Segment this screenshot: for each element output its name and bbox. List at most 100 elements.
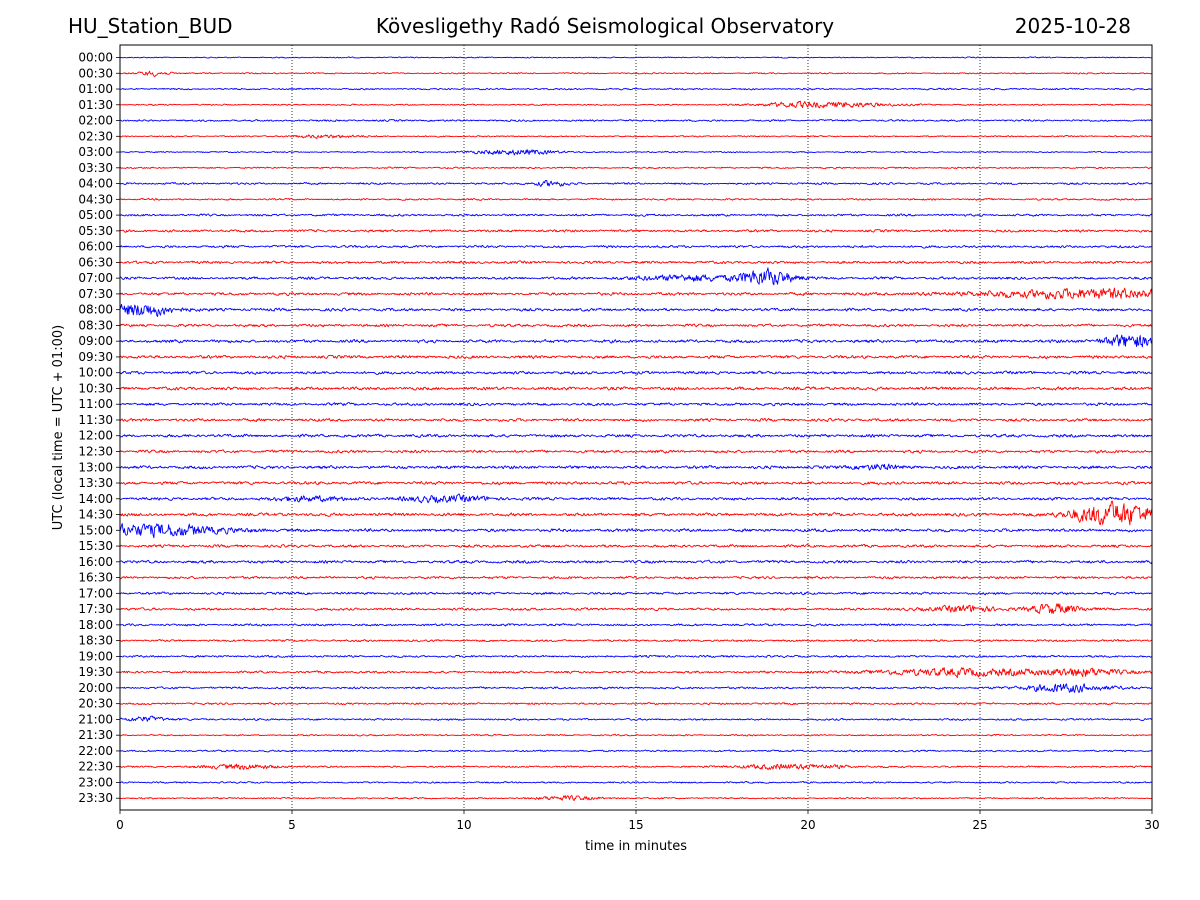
- y-tick-label: 17:30: [78, 602, 113, 616]
- trace-1130: [119, 417, 1153, 423]
- trace-2300: [119, 781, 1153, 784]
- trace-0800: [119, 303, 1153, 317]
- y-tick-label: 11:00: [78, 397, 113, 411]
- trace-2130: [119, 733, 1153, 737]
- y-tick-label: 16:00: [78, 555, 113, 569]
- trace-1200: [119, 433, 1153, 438]
- y-tick-label: 07:00: [78, 271, 113, 285]
- y-tick-label: 05:30: [78, 224, 113, 238]
- trace-2200: [119, 749, 1153, 753]
- y-tick-label: 04:30: [78, 192, 113, 206]
- trace-2330: [120, 795, 1153, 802]
- trace-1700: [119, 591, 1153, 596]
- x-tick-label: 0: [116, 818, 124, 832]
- y-tick-label: 11:30: [78, 413, 113, 427]
- x-axis-label: time in minutes: [585, 839, 687, 854]
- y-tick-label: 20:30: [78, 697, 113, 711]
- y-tick-label: 08:30: [78, 318, 113, 332]
- y-tick-label: 21:30: [78, 728, 113, 742]
- trace-0330: [119, 166, 1153, 170]
- y-tick-label: 14:30: [78, 508, 113, 522]
- y-tick-label: 06:00: [78, 240, 113, 254]
- trace-0530: [119, 229, 1153, 233]
- trace-1400: [119, 493, 1153, 504]
- y-tick-label: 16:30: [78, 571, 113, 585]
- trace-1800: [119, 623, 1153, 627]
- trace-1430: [119, 500, 1153, 526]
- trace-0400: [119, 179, 1153, 187]
- y-tick-label: 00:00: [78, 51, 113, 65]
- y-tick-label: 06:30: [78, 255, 113, 269]
- y-tick-label: 15:00: [78, 523, 113, 537]
- trace-0730: [119, 287, 1153, 300]
- y-tick-label: 01:00: [78, 82, 113, 96]
- trace-0200: [119, 119, 1153, 123]
- x-tick-label: 5: [288, 818, 296, 832]
- trace-1500: [119, 523, 1153, 539]
- y-tick-label: 22:30: [78, 760, 113, 774]
- trace-1030: [119, 386, 1153, 391]
- trace-1930: [119, 667, 1153, 678]
- trace-0100: [119, 87, 1153, 91]
- trace-0600: [119, 244, 1153, 249]
- trace-1230: [119, 449, 1153, 454]
- trace-1630: [119, 575, 1153, 580]
- y-tick-label: 02:30: [78, 129, 113, 143]
- trace-0830: [119, 323, 1153, 328]
- x-tick-label: 10: [456, 818, 471, 832]
- y-tick-label: 03:00: [78, 145, 113, 159]
- y-tick-label: 10:30: [78, 381, 113, 395]
- y-tick-label: 18:00: [78, 618, 113, 632]
- trace-0000: [119, 56, 1153, 59]
- y-tick-label: 15:30: [78, 539, 113, 553]
- y-tick-label: 10:00: [78, 366, 113, 380]
- trace-1830: [119, 638, 1153, 643]
- x-tick-label: 25: [972, 818, 987, 832]
- trace-0300: [119, 149, 1153, 156]
- trace-0230: [119, 134, 1153, 139]
- y-tick-label: 07:30: [78, 287, 113, 301]
- trace-layer: [119, 56, 1153, 802]
- y-tick-label: 00:30: [78, 66, 113, 80]
- y-tick-label: 05:00: [78, 208, 113, 222]
- trace-1000: [119, 370, 1153, 375]
- x-tick-label: 15: [628, 818, 643, 832]
- y-tick-label: 04:00: [78, 177, 113, 191]
- trace-2100: [119, 715, 1153, 722]
- trace-0930: [119, 354, 1153, 360]
- trace-1530: [119, 543, 1153, 549]
- y-tick-label: 17:00: [78, 586, 113, 600]
- trace-1100: [119, 402, 1153, 407]
- trace-1600: [119, 559, 1153, 564]
- x-tick-label: 30: [1144, 818, 1159, 832]
- y-tick-label: 09:30: [78, 350, 113, 364]
- trace-0430: [119, 197, 1153, 201]
- y-tick-label: 19:00: [78, 649, 113, 663]
- y-tick-label: 02:00: [78, 114, 113, 128]
- y-tick-label: 03:30: [78, 161, 113, 175]
- trace-1330: [119, 480, 1153, 486]
- x-tick-label: 20: [800, 818, 815, 832]
- y-tick-label: 22:00: [78, 744, 113, 758]
- y-tick-label: 20:00: [78, 681, 113, 695]
- trace-1730: [119, 603, 1153, 615]
- y-tick-label: 13:30: [78, 476, 113, 490]
- y-tick-label: 19:30: [78, 665, 113, 679]
- trace-0500: [119, 213, 1153, 217]
- y-tick-label: 12:00: [78, 429, 113, 443]
- y-tick-label: 23:30: [78, 791, 113, 805]
- y-tick-label: 09:00: [78, 334, 113, 348]
- trace-2230: [119, 763, 1153, 771]
- y-tick-label: 23:00: [78, 775, 113, 789]
- observatory-title: Kövesligethy Radó Seismological Observat…: [375, 14, 835, 38]
- trace-0130: [119, 100, 1153, 109]
- trace-0030: [119, 70, 1153, 78]
- trace-1300: [119, 463, 1153, 471]
- trace-2030: [119, 702, 1153, 706]
- trace-0630: [119, 260, 1153, 265]
- trace-0700: [119, 267, 1153, 286]
- y-tick-label: 12:30: [78, 445, 113, 459]
- trace-1900: [119, 654, 1153, 659]
